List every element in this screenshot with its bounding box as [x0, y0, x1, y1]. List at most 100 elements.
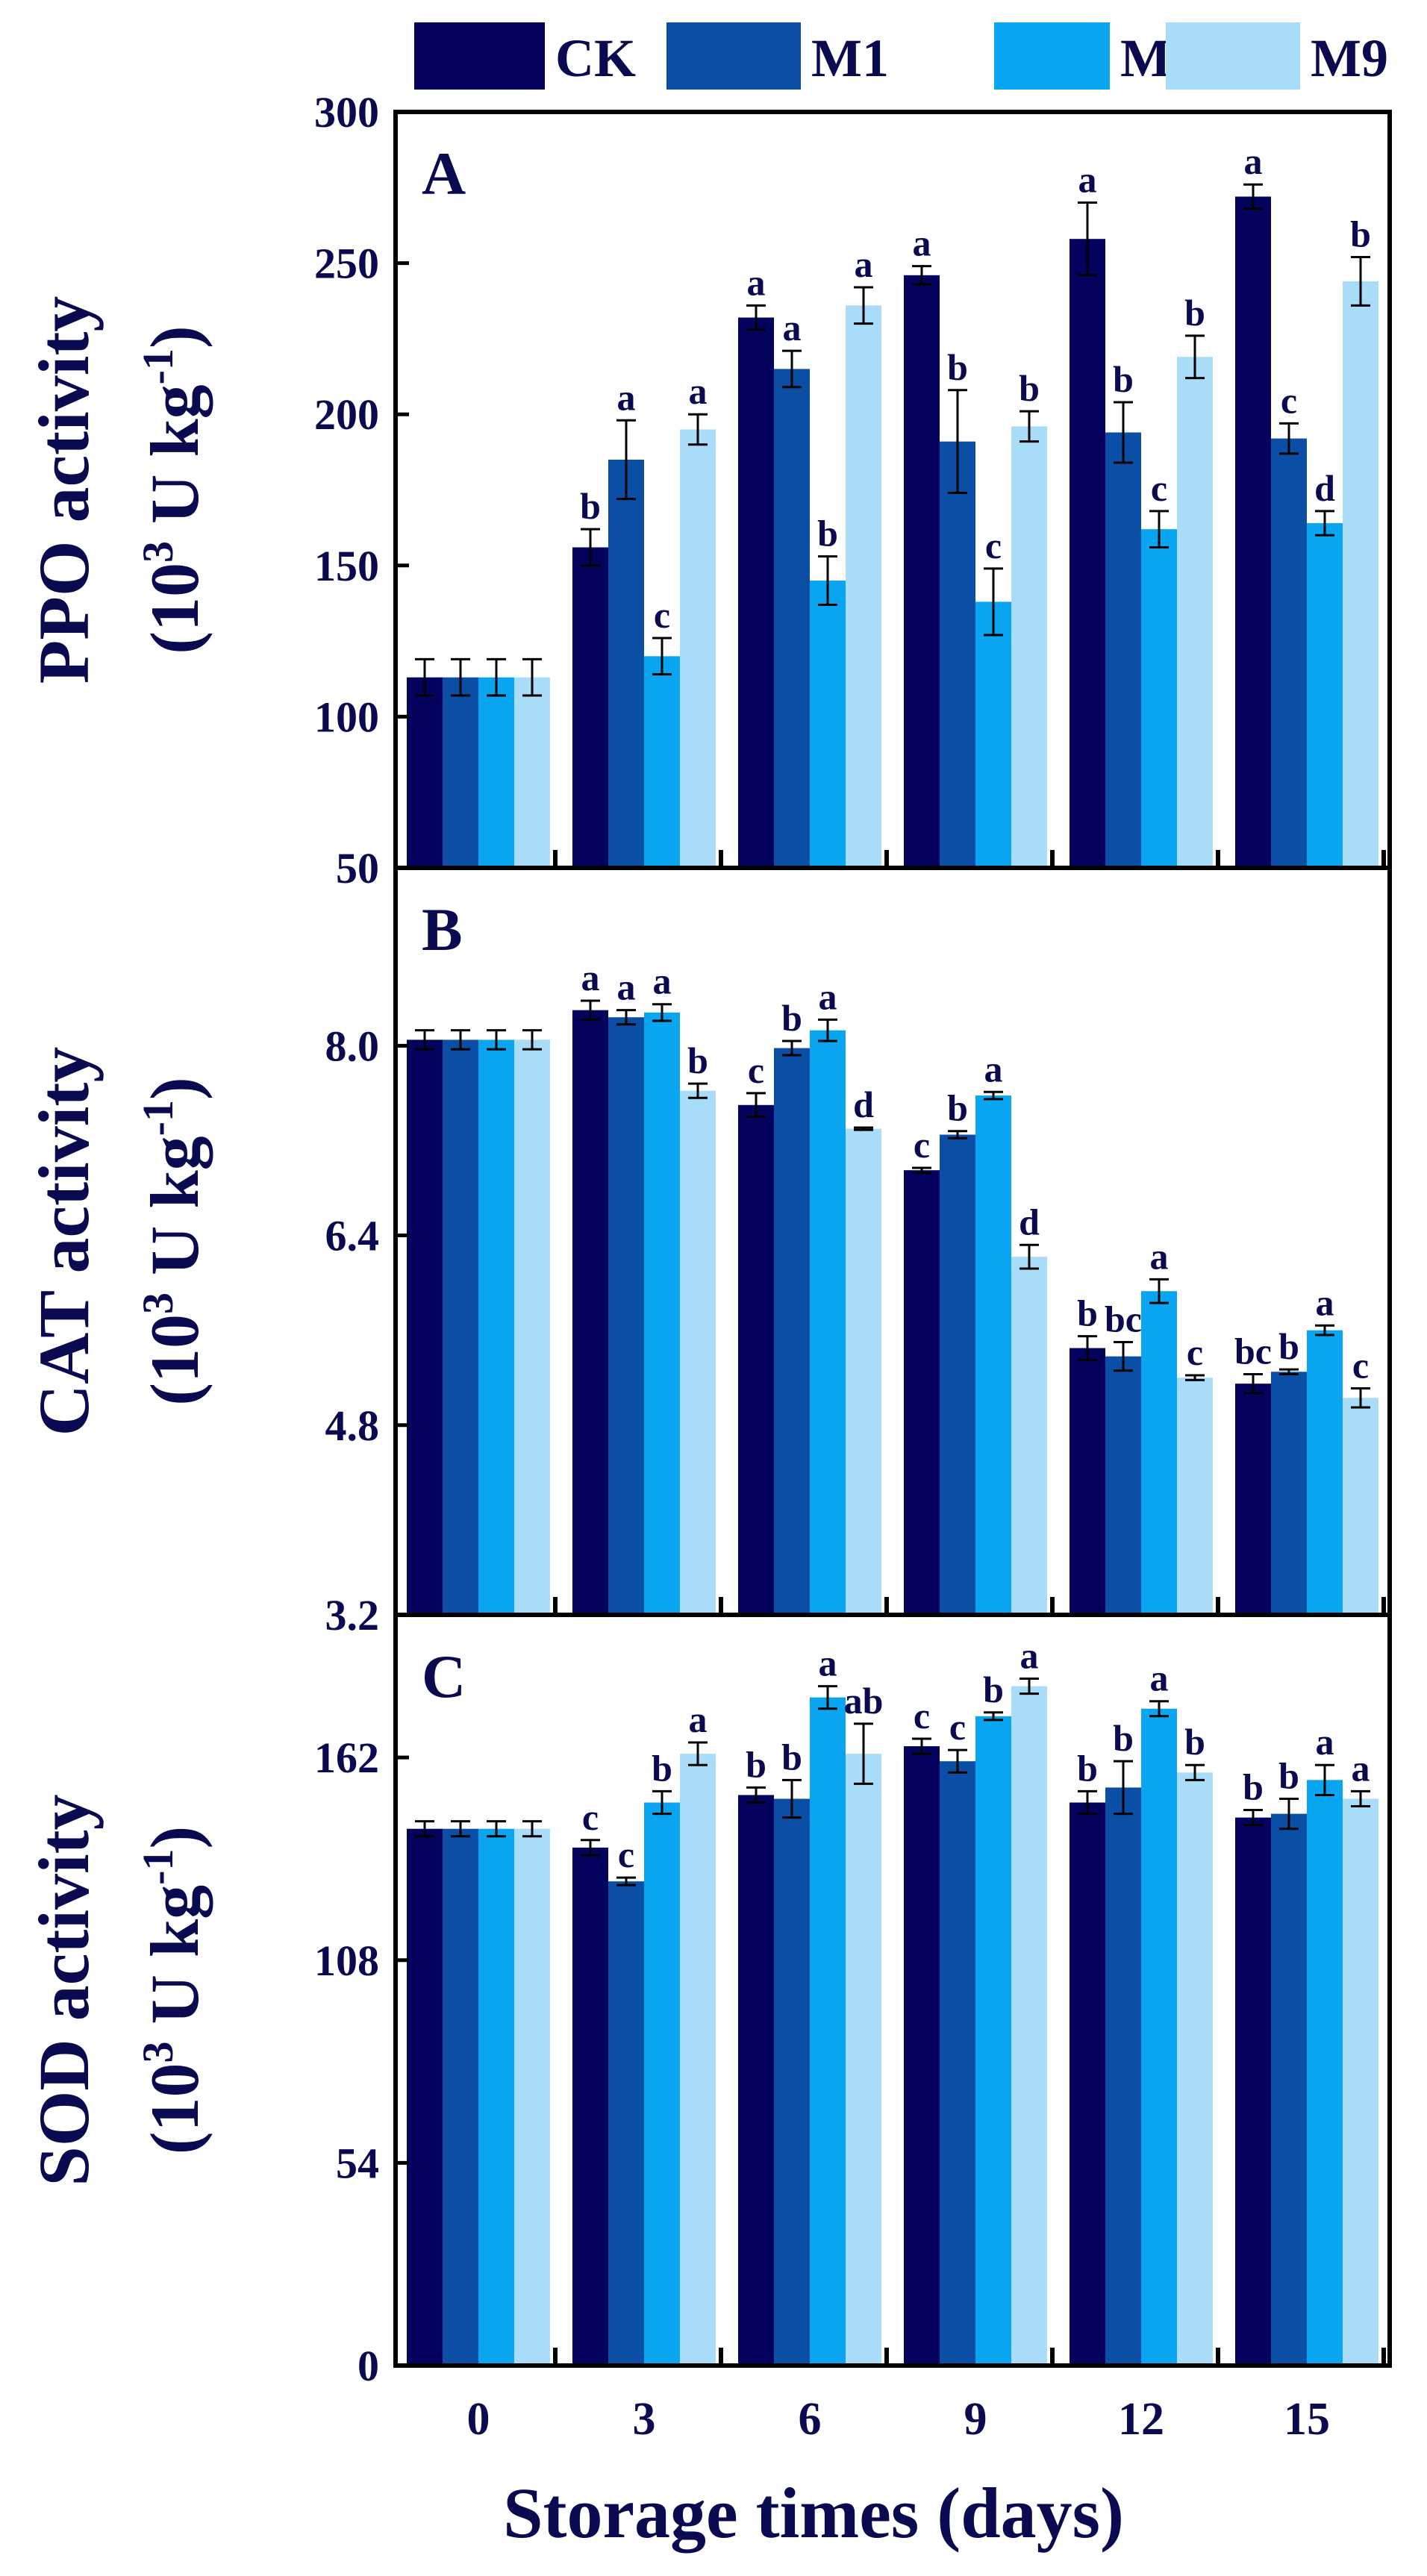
- significance-letter: a: [747, 261, 766, 303]
- legend-label-m9: M9: [1311, 28, 1388, 88]
- significance-letter: b: [1077, 1292, 1098, 1334]
- bar-m9-day-15: [1343, 281, 1378, 868]
- bar-m5-day-0: [478, 1040, 514, 1615]
- significance-letter: c: [618, 1833, 634, 1875]
- y-axis-unit: (103 U kg-1): [134, 325, 213, 654]
- significance-letter: b: [947, 346, 968, 388]
- bar-ck-day-6: [738, 1104, 774, 1615]
- significance-letter: b: [580, 485, 601, 527]
- bar-ck-day-15: [1235, 196, 1271, 868]
- bar-m9-day-0: [514, 677, 550, 868]
- y-axis-unit: (103 U kg-1): [134, 1077, 213, 1405]
- y-tick-label: 0: [357, 2342, 379, 2390]
- bar-m1-day-3: [608, 459, 644, 868]
- significance-letter: a: [581, 957, 600, 998]
- bar-m9-day-12: [1177, 1772, 1213, 2366]
- bar-m9-day-12: [1177, 1378, 1213, 1615]
- significance-letter: c: [1151, 467, 1167, 509]
- bar-m1-day-12: [1105, 432, 1141, 868]
- bar-m1-day-9: [940, 441, 975, 868]
- bar-ck-day-3: [572, 1010, 608, 1615]
- significance-letter: bc: [1234, 1330, 1272, 1372]
- bar-m9-day-9: [1011, 1686, 1047, 2366]
- bar-ck-day-15: [1235, 1384, 1271, 1615]
- bar-m1-day-15: [1271, 438, 1307, 868]
- significance-letter: a: [783, 307, 802, 348]
- bar-m5-day-15: [1307, 1780, 1343, 2366]
- y-axis-unit: (103 U kg-1): [134, 1826, 213, 2154]
- bar-m1-day-0: [443, 1040, 478, 1615]
- significance-letter: a: [1244, 140, 1263, 182]
- legend-swatch-ck: [414, 22, 545, 90]
- legend-swatch-m1: [666, 22, 801, 90]
- bar-m5-day-3: [644, 656, 680, 868]
- significance-letter: b: [1019, 367, 1040, 409]
- bar-ck-day-0: [407, 1040, 443, 1615]
- bar-ck-day-3: [572, 1847, 608, 2366]
- significance-letter: c: [1281, 379, 1297, 421]
- bar-m1-day-0: [443, 1828, 478, 2366]
- bar-ck-day-12: [1070, 239, 1105, 869]
- significance-letter: c: [949, 1706, 966, 1748]
- significance-letter: a: [913, 222, 931, 264]
- significance-letter: a: [1020, 1635, 1039, 1677]
- panel-label: C: [422, 1642, 466, 1710]
- y-axis-title: SOD activity: [24, 1794, 104, 2186]
- significance-letter: a: [1316, 1281, 1334, 1323]
- bar-m5-day-6: [810, 581, 846, 868]
- x-tick-label: 9: [964, 2394, 987, 2445]
- significance-letter: c: [1352, 1345, 1369, 1387]
- significance-letter: b: [781, 1736, 802, 1778]
- significance-letter: b: [1278, 1754, 1299, 1796]
- bar-m5-day-12: [1141, 1291, 1177, 1615]
- bar-m5-day-0: [478, 1828, 514, 2366]
- significance-letter: a: [1352, 1747, 1370, 1789]
- x-tick-label: 12: [1118, 2394, 1164, 2445]
- bar-m9-day-15: [1343, 1398, 1378, 1615]
- bar-m9-day-3: [680, 429, 716, 868]
- y-tick-label: 108: [314, 1936, 379, 1985]
- bar-m1-day-12: [1105, 1356, 1141, 1615]
- significance-letter: ab: [844, 1680, 884, 1722]
- y-tick-label: 6.4: [325, 1212, 380, 1260]
- legend: CK M1 M5 M9: [414, 22, 1388, 90]
- bar-ck-day-3: [572, 547, 608, 868]
- bar-m9-day-6: [846, 305, 881, 868]
- significance-letter: a: [689, 1698, 708, 1740]
- significance-letter: b: [1077, 1747, 1098, 1789]
- bar-ck-day-12: [1070, 1802, 1105, 2366]
- significance-letter: c: [748, 1049, 764, 1091]
- significance-letter: a: [984, 1048, 1003, 1090]
- y-tick-label: 300: [314, 88, 379, 137]
- bar-m5-day-3: [644, 1012, 680, 1615]
- bar-m1-day-3: [608, 1017, 644, 1615]
- panel-label: B: [422, 895, 463, 963]
- bar-m5-day-6: [810, 1030, 846, 1615]
- significance-letter: c: [985, 525, 1002, 566]
- significance-letter: c: [582, 1796, 599, 1838]
- bar-m5-day-3: [644, 1802, 680, 2366]
- bar-m1-day-9: [940, 1134, 975, 1615]
- bar-ck-day-12: [1070, 1348, 1105, 1615]
- bar-m5-day-9: [975, 601, 1011, 868]
- bar-ck-day-6: [738, 1795, 774, 2366]
- legend-label-ck: CK: [555, 28, 636, 88]
- significance-letter: c: [654, 594, 670, 636]
- bar-m5-day-12: [1141, 1708, 1177, 2366]
- bar-m5-day-12: [1141, 529, 1177, 868]
- x-axis-title: Storage times (days): [503, 2473, 1124, 2553]
- y-tick-label: 3.2: [325, 1591, 380, 1639]
- significance-letter: b: [1184, 1721, 1205, 1763]
- bar-m5-day-15: [1307, 1330, 1343, 1615]
- y-tick-label: 50: [336, 844, 379, 892]
- bar-m1-day-12: [1105, 1787, 1141, 2366]
- y-tick-label: 250: [314, 240, 379, 288]
- significance-letter: a: [1078, 159, 1097, 201]
- y-tick-label: 4.8: [325, 1401, 380, 1450]
- significance-letter: a: [855, 243, 873, 285]
- bar-m9-day-12: [1177, 357, 1213, 868]
- legend-swatch-m9: [1166, 22, 1300, 90]
- bar-m9-day-6: [846, 1754, 881, 2366]
